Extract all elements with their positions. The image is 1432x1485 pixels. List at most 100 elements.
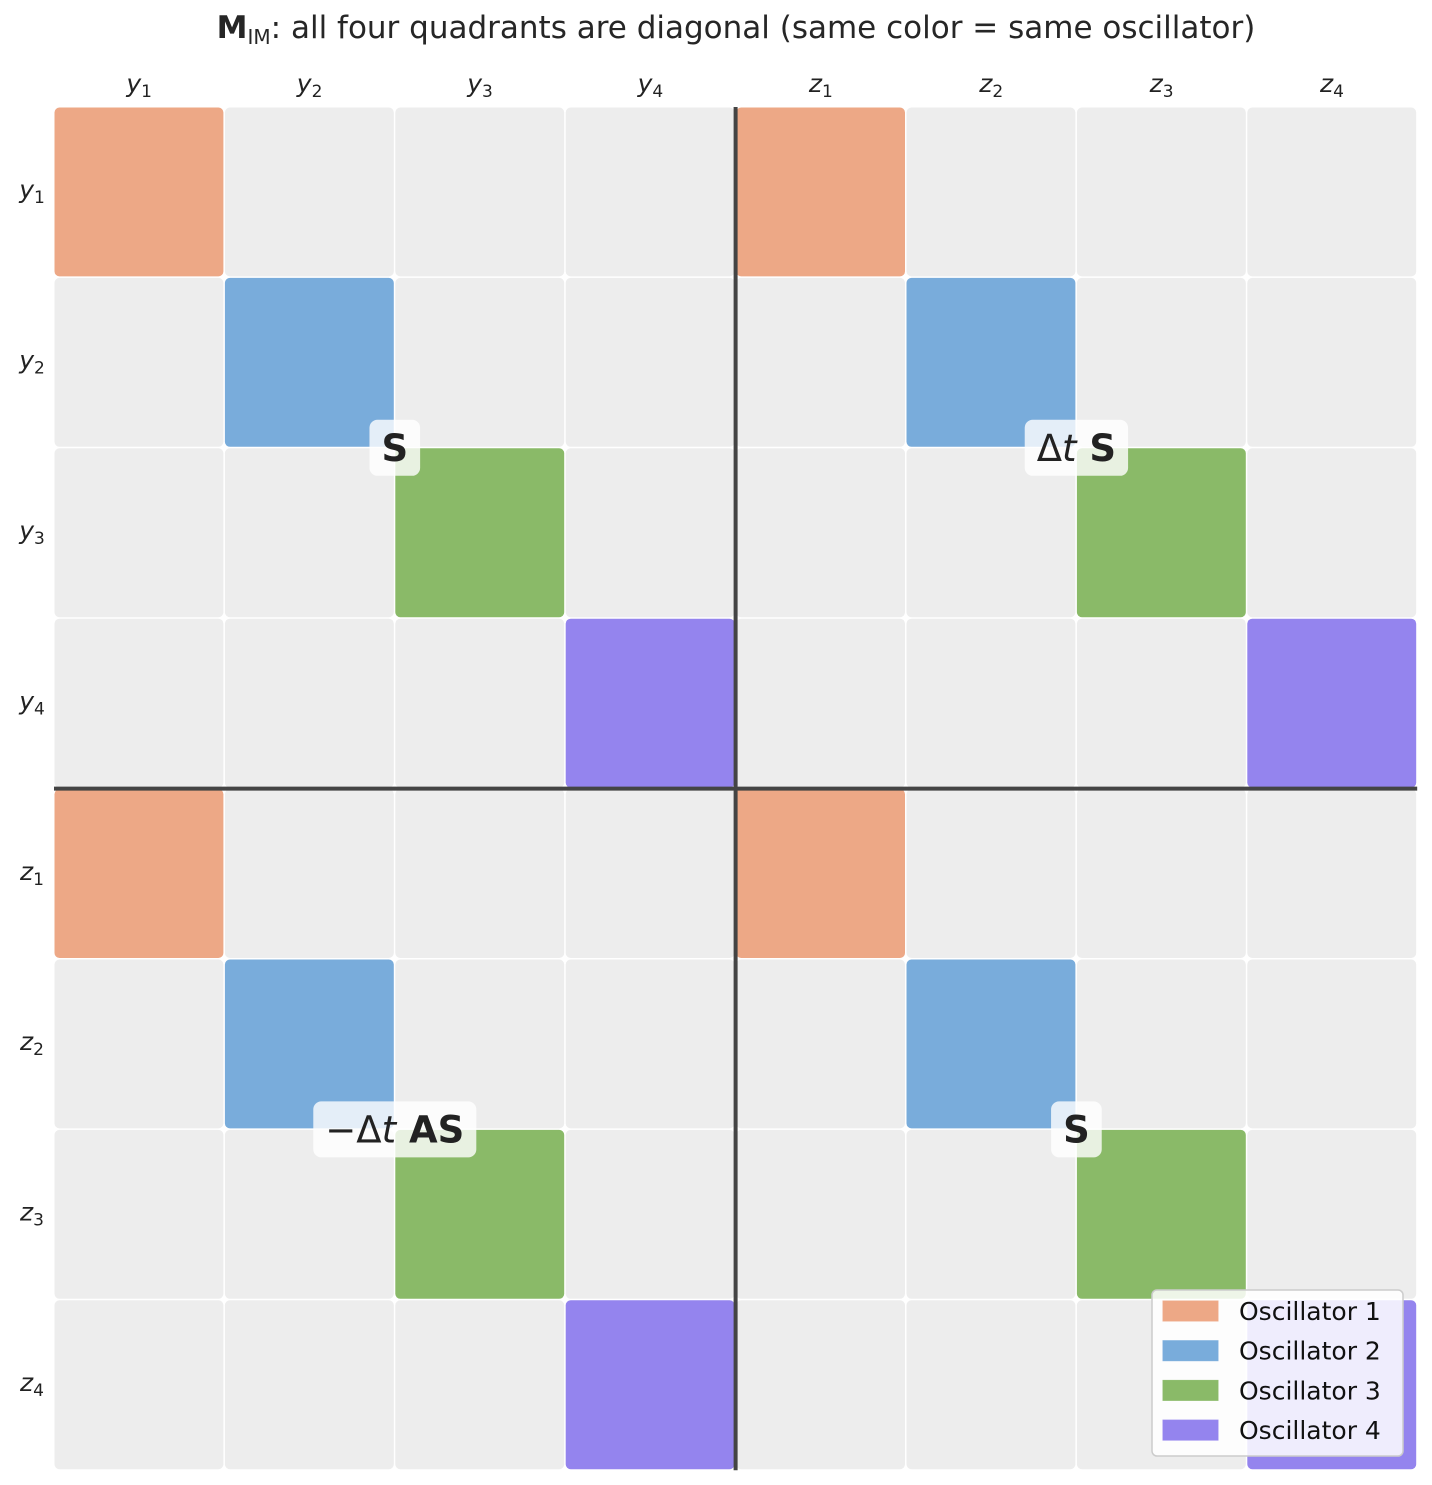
cell-oscillator-1 bbox=[736, 107, 905, 277]
quadrant-label-box bbox=[1051, 1101, 1102, 1158]
cell-empty bbox=[54, 277, 224, 447]
cell-oscillator-1 bbox=[736, 789, 905, 958]
legend-label: Oscillator 1 bbox=[1239, 1297, 1381, 1326]
cell-empty bbox=[54, 959, 224, 1129]
cell-empty bbox=[1076, 277, 1246, 447]
row-label: y3 bbox=[18, 516, 45, 549]
legend-swatch bbox=[1162, 1300, 1219, 1322]
cell-empty bbox=[1076, 789, 1246, 958]
cell-empty bbox=[395, 789, 565, 958]
quadrant-label-box bbox=[1024, 419, 1129, 476]
cell-empty bbox=[395, 618, 565, 788]
col-label: y2 bbox=[296, 69, 323, 102]
cell-oscillator-4 bbox=[565, 1300, 735, 1470]
cell-empty bbox=[906, 448, 1076, 618]
cell-empty bbox=[224, 618, 394, 788]
cell-empty bbox=[54, 618, 224, 788]
cell-empty bbox=[1247, 959, 1417, 1129]
col-label: z1 bbox=[808, 69, 833, 102]
col-label: z3 bbox=[1149, 69, 1174, 102]
row-label: z2 bbox=[19, 1027, 44, 1060]
cell-empty bbox=[224, 1129, 394, 1299]
cell-empty bbox=[1247, 1129, 1417, 1299]
title-matrix: M bbox=[216, 10, 248, 46]
cell-empty bbox=[54, 1129, 224, 1299]
cell-empty bbox=[1076, 618, 1246, 788]
row-label: y1 bbox=[18, 175, 45, 208]
cell-oscillator-4 bbox=[1247, 618, 1417, 788]
legend-label: Oscillator 3 bbox=[1239, 1376, 1381, 1405]
row-label: z1 bbox=[19, 857, 44, 890]
cell-empty bbox=[906, 618, 1076, 788]
legend-swatch bbox=[1162, 1340, 1219, 1362]
quadrant-label-bottom-right: S bbox=[1063, 1108, 1090, 1151]
quadrant-label-top-left: S bbox=[381, 427, 408, 470]
col-label: y3 bbox=[466, 69, 493, 102]
legend-label: Oscillator 4 bbox=[1239, 1416, 1381, 1445]
col-label: z4 bbox=[1319, 69, 1344, 102]
cell-empty bbox=[1247, 107, 1417, 277]
cell-empty bbox=[736, 1300, 905, 1470]
cell-empty bbox=[395, 277, 565, 447]
cell-empty bbox=[565, 959, 735, 1129]
cell-empty bbox=[565, 107, 735, 277]
cell-empty bbox=[224, 789, 394, 958]
cell-oscillator-4 bbox=[565, 618, 735, 788]
quadrant-label-box bbox=[369, 419, 421, 476]
cell-oscillator-1 bbox=[54, 107, 224, 277]
cell-empty bbox=[565, 277, 735, 447]
cell-empty bbox=[1247, 277, 1417, 447]
cell-oscillator-2 bbox=[224, 959, 394, 1129]
cell-empty bbox=[906, 789, 1076, 958]
cell-empty bbox=[736, 1129, 905, 1299]
cell-empty bbox=[736, 959, 905, 1129]
cell-empty bbox=[54, 1300, 224, 1470]
row-label: y4 bbox=[18, 686, 45, 719]
col-label: z2 bbox=[978, 69, 1003, 102]
row-label: z3 bbox=[19, 1198, 44, 1231]
cell-empty bbox=[906, 107, 1076, 277]
col-label: y4 bbox=[637, 69, 664, 102]
cell-empty bbox=[54, 448, 224, 618]
cell-empty bbox=[565, 1129, 735, 1299]
cell-oscillator-2 bbox=[906, 959, 1076, 1129]
cell-empty bbox=[736, 618, 905, 788]
cell-empty bbox=[1247, 789, 1417, 958]
cell-oscillator-3 bbox=[395, 448, 565, 618]
cell-empty bbox=[736, 277, 905, 447]
cell-oscillator-1 bbox=[54, 789, 224, 958]
cell-empty bbox=[906, 1129, 1076, 1299]
quadrant-label-bottom-left: −Δt AS bbox=[325, 1108, 464, 1151]
cell-empty bbox=[224, 1300, 394, 1470]
cell-empty bbox=[1247, 448, 1417, 618]
cell-empty bbox=[565, 448, 735, 618]
cell-empty bbox=[395, 107, 565, 277]
cell-oscillator-3 bbox=[1076, 448, 1246, 618]
chart-title: MIM: all four quadrants are diagonal (sa… bbox=[0, 10, 1432, 49]
cell-empty bbox=[736, 448, 905, 618]
cell-empty bbox=[224, 448, 394, 618]
cell-empty bbox=[395, 959, 565, 1129]
cell-empty bbox=[395, 1300, 565, 1470]
cell-empty bbox=[1076, 107, 1246, 277]
col-label: y1 bbox=[125, 69, 152, 102]
row-label: y2 bbox=[18, 346, 45, 379]
legend-label: Oscillator 2 bbox=[1239, 1337, 1381, 1366]
cell-empty bbox=[1076, 959, 1246, 1129]
cell-oscillator-3 bbox=[395, 1129, 565, 1299]
cell-empty bbox=[906, 1300, 1076, 1470]
row-label: z4 bbox=[19, 1368, 44, 1401]
title-subscript: IM bbox=[247, 25, 271, 49]
quadrant-label-top-right: Δt S bbox=[1037, 427, 1116, 470]
title-text: : all four quadrants are diagonal (same … bbox=[270, 10, 1256, 46]
cell-oscillator-2 bbox=[224, 277, 394, 447]
cell-empty bbox=[565, 789, 735, 958]
legend-box bbox=[1151, 1289, 1404, 1457]
cell-oscillator-2 bbox=[906, 277, 1076, 447]
cell-oscillator-3 bbox=[1076, 1129, 1246, 1299]
quadrant-label-box bbox=[313, 1101, 477, 1158]
legend-swatch bbox=[1162, 1419, 1219, 1441]
cell-empty bbox=[224, 107, 394, 277]
legend-swatch bbox=[1162, 1379, 1219, 1401]
